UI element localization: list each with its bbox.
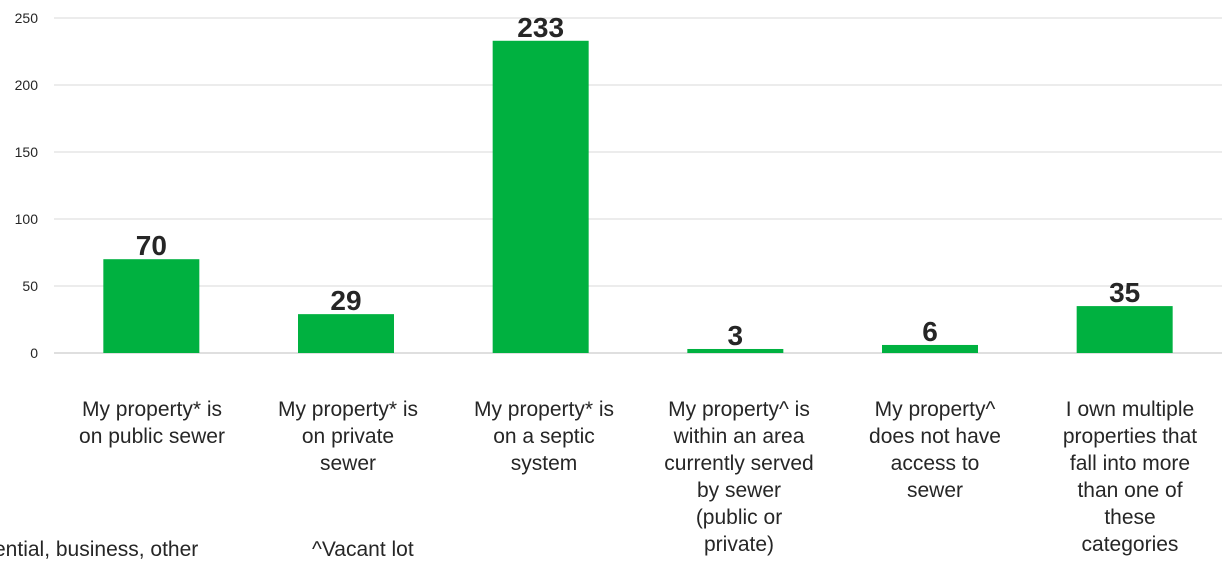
data-label-2: 29 bbox=[330, 285, 361, 316]
data-label-5: 6 bbox=[922, 316, 938, 347]
data-label-1: 70 bbox=[136, 230, 167, 261]
category-label-5: My property^ does not have access to sew… bbox=[869, 398, 1001, 502]
category-label-3: My property* is on a septic system bbox=[473, 398, 615, 475]
data-label-6: 35 bbox=[1109, 277, 1140, 308]
footnote-asterisk: ential, business, other bbox=[0, 538, 199, 561]
y-tick-label-150: 150 bbox=[15, 144, 39, 160]
y-tick-label-100: 100 bbox=[15, 211, 39, 227]
category-label-6: I own multiple properties that fall into… bbox=[1062, 398, 1198, 556]
bar-6 bbox=[1076, 306, 1173, 353]
y-tick-label-0: 0 bbox=[30, 345, 38, 361]
category-label-4: My property^ is within an area currently… bbox=[664, 398, 814, 556]
bar-3 bbox=[492, 40, 589, 353]
bar-4 bbox=[687, 348, 784, 353]
category-label-1: My property* is on public sewer bbox=[79, 398, 225, 448]
bar-1 bbox=[103, 259, 200, 353]
footnote-caret: ^Vacant lot bbox=[312, 538, 414, 561]
data-label-4: 3 bbox=[728, 320, 744, 351]
y-tick-label-200: 200 bbox=[15, 77, 39, 93]
y-tick-label-250: 250 bbox=[15, 10, 39, 26]
bar-2 bbox=[298, 314, 394, 353]
category-label-2: My property* is on private sewer bbox=[277, 398, 419, 475]
bar-5 bbox=[882, 344, 978, 353]
data-label-3: 233 bbox=[517, 12, 564, 43]
y-tick-label-50: 50 bbox=[22, 278, 38, 294]
